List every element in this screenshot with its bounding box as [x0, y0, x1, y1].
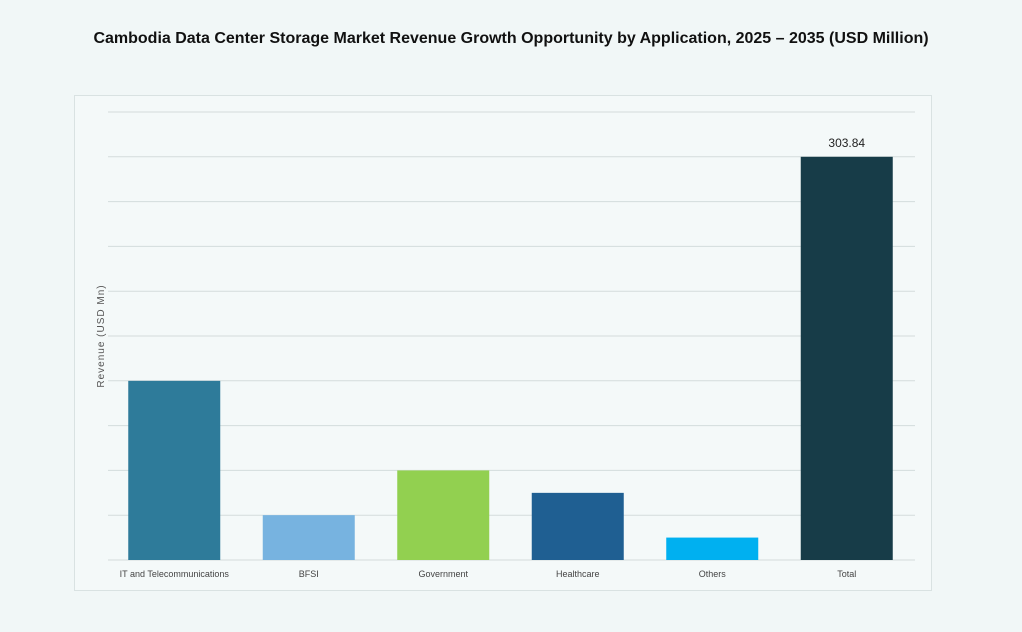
x-tick-label: BFSI: [299, 569, 319, 579]
data-label: 303.84: [828, 136, 865, 150]
bar-it-and-telecommunications: [128, 380, 221, 560]
x-tick-label: Government: [418, 569, 468, 579]
bar-total: [800, 156, 893, 561]
bar-others: [666, 537, 759, 560]
x-tick-label: IT and Telecommunications: [120, 569, 230, 579]
bar-government: [397, 470, 490, 560]
x-tick-label: Others: [699, 569, 727, 579]
chart-title: Cambodia Data Center Storage Market Reve…: [93, 30, 929, 47]
x-tick-label: Total: [837, 569, 856, 579]
bar-healthcare: [531, 492, 624, 560]
x-tick-label: Healthcare: [556, 569, 600, 579]
y-axis-label: Revenue (USD Mn): [96, 284, 107, 387]
bar-bfsi: [262, 515, 355, 560]
